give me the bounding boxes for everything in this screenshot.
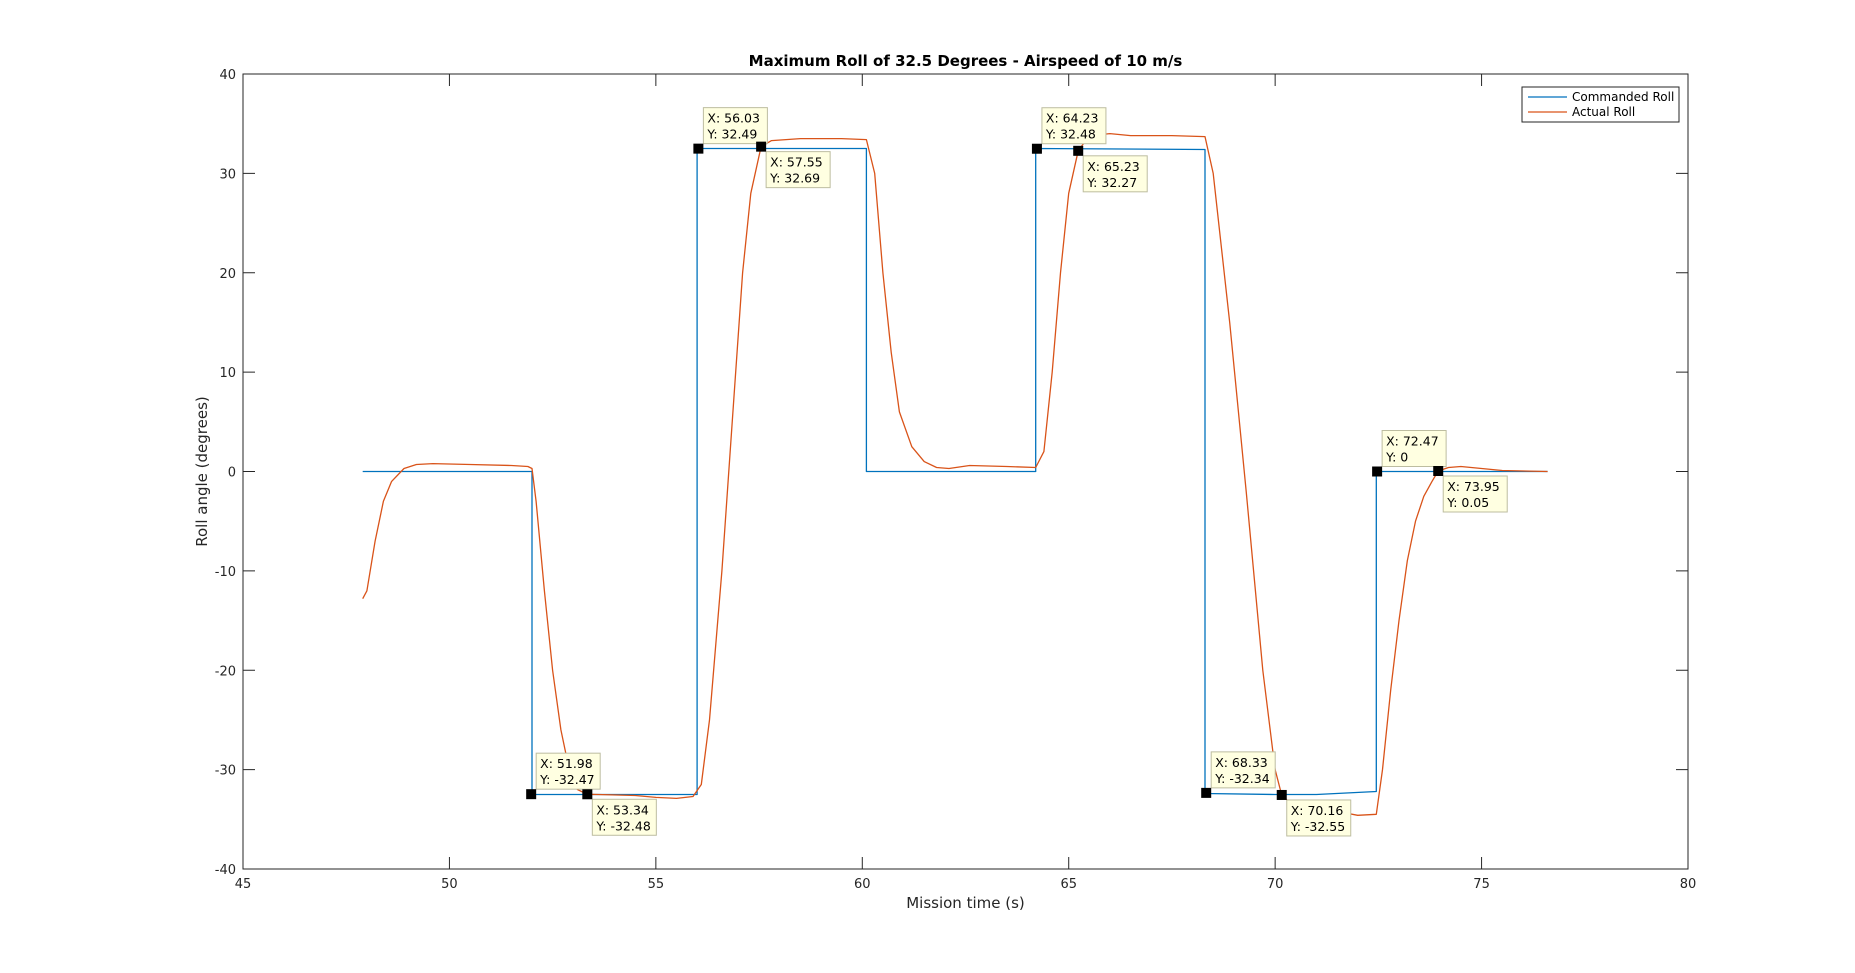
datatip-x-text: X: 68.33 [1215,755,1268,770]
datatip-box [1286,799,1352,837]
datatip-box [1082,155,1148,193]
datatip[interactable]: X: 68.33Y: -32.34 [1201,751,1276,798]
datatip-y-text: Y: -32.48 [595,818,651,833]
datatip[interactable]: X: 70.16Y: -32.55 [1276,789,1352,837]
datatip-x-text: X: 65.23 [1087,159,1140,174]
x-tick-label: 55 [648,877,665,892]
y-tick-label: 30 [219,167,236,182]
datatip-marker [1276,789,1287,800]
datatip[interactable]: X: 65.23Y: 32.27 [1073,145,1148,193]
y-tick-label: 0 [228,466,236,481]
y-tick-label: -40 [215,863,236,878]
x-axis: 45 50 55 60 65 70 75 80 [235,74,1697,892]
datatip-y-text: Y: -32.34 [1214,771,1270,786]
datatip-marker [1433,466,1444,477]
datatip-y-text: Y: -32.47 [539,772,594,787]
x-axis-label: Mission time (s) [906,894,1025,912]
datatip-y-text: Y: 32.27 [1086,175,1137,190]
y-tick-label: 10 [219,366,236,381]
datatip-x-text: X: 56.03 [707,111,760,126]
datatip-layer: X: 51.98Y: -32.47X: 53.34Y: -32.48X: 56.… [526,107,1508,837]
datatip-y-text: Y: 0 [1385,450,1408,465]
x-tick-label: 75 [1473,877,1490,892]
y-tick-label: 20 [219,267,236,282]
datatip[interactable]: X: 51.98Y: -32.47 [526,752,601,800]
y-tick-label: -10 [215,565,236,580]
actual-roll-line [362,132,1548,816]
datatip[interactable]: X: 53.34Y: -32.48 [582,789,657,836]
datatip-marker [1372,466,1383,477]
x-tick-label: 50 [441,877,458,892]
datatip-box [765,151,831,189]
datatip-y-text: Y: 32.69 [769,171,820,186]
x-tick-label: 80 [1680,877,1697,892]
datatip-box [535,752,601,790]
legend-entry: Actual Roll [1572,105,1635,119]
datatip-box [1210,751,1276,789]
datatip-x-text: X: 57.55 [770,155,823,170]
x-tick-label: 60 [854,877,871,892]
datatip[interactable]: X: 56.03Y: 32.49 [693,107,768,154]
y-tick-label: -30 [215,764,236,779]
datatip-marker [1031,143,1042,154]
datatip-y-text: Y: 0.05 [1446,495,1489,510]
x-tick-label: 65 [1060,877,1077,892]
datatip-marker [526,789,537,800]
datatip-marker [1073,145,1084,156]
datatip-x-text: X: 72.47 [1386,434,1439,449]
y-tick-label: -20 [215,664,236,679]
datatip[interactable]: X: 72.47Y: 0 [1372,430,1447,477]
datatip-x-text: X: 70.16 [1291,803,1344,818]
datatip[interactable]: X: 73.95Y: 0.05 [1433,466,1508,513]
datatip-marker [756,141,767,152]
datatip-y-text: Y: 32.49 [706,127,757,142]
datatip-x-text: X: 53.34 [596,802,649,817]
series-layer [362,132,1548,816]
y-axis: -40 -30 -20 -10 0 10 20 30 40 [215,68,1688,878]
datatip[interactable]: X: 64.23Y: 32.48 [1031,107,1107,154]
datatip-box [702,107,768,145]
chart-title: Maximum Roll of 32.5 Degrees - Airspeed … [749,52,1183,70]
datatip-box [1381,430,1447,467]
x-tick-label: 70 [1267,877,1284,892]
datatip-x-text: X: 64.23 [1046,111,1099,126]
datatip-y-text: Y: -32.55 [1290,819,1345,834]
datatip-marker [1201,787,1212,798]
x-tick-label: 45 [235,877,252,892]
legend-entry: Commanded Roll [1572,90,1674,104]
y-axis-label: Roll angle (degrees) [193,396,211,547]
datatip-y-text: Y: 32.48 [1045,127,1096,142]
datatip-marker [693,143,704,154]
y-tick-label: 40 [219,68,236,83]
legend-box [1521,86,1680,123]
datatip-box [1442,475,1508,513]
datatip-marker [582,789,593,800]
datatip-box [591,798,657,836]
datatip[interactable]: X: 57.55Y: 32.69 [756,141,831,189]
datatip-x-text: X: 73.95 [1447,479,1500,494]
datatip-x-text: X: 51.98 [540,756,593,771]
datatip-box [1041,107,1107,145]
